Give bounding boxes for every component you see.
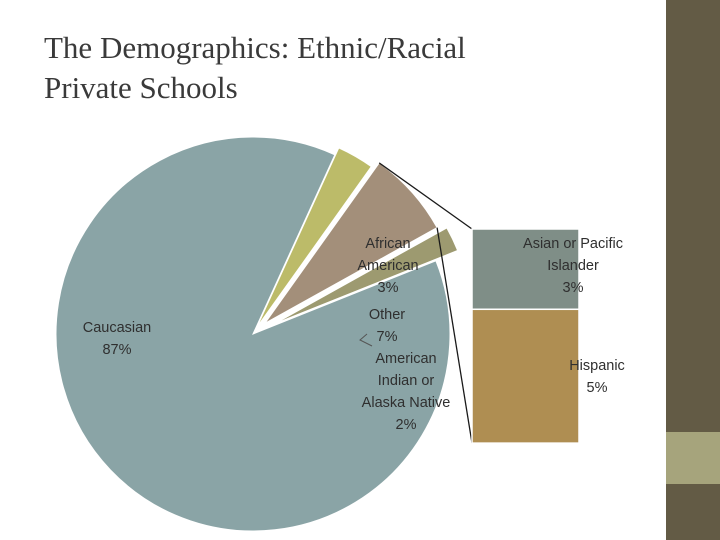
label-asian-or-pacific-line-2: Islander [547, 258, 599, 274]
slide-title-line-2: Private Schools [44, 70, 238, 105]
label-african-line-2: American [357, 258, 418, 274]
slide-title: The Demographics: Ethnic/Racial Private … [44, 28, 644, 108]
decorative-band-top [666, 0, 720, 432]
bar-segment-asian-or-pacific [471, 228, 580, 311]
connector-line-bottom [436, 227, 473, 444]
label-american-line-1: American [375, 351, 436, 367]
label-african-line-3: 3% [378, 280, 399, 296]
connector-line-top [378, 162, 473, 230]
label-hispanic-line-1: Hispanic [569, 358, 625, 374]
label-american-line-3: Alaska Native [362, 395, 451, 411]
label-caucasian-line-2: 87% [102, 342, 131, 358]
label-leader-line-other [359, 333, 373, 347]
decorative-band-bottom [666, 484, 720, 540]
pie-slice-american [274, 227, 459, 325]
decorative-band-accent [666, 432, 720, 484]
pie-slice-african [256, 147, 372, 328]
label-caucasian-line-1: Caucasian [83, 320, 152, 336]
label-african-line-1: African [365, 236, 410, 252]
pie-slice-caucasian [55, 136, 451, 532]
slide-title-line-1: The Demographics: Ethnic/Racial [44, 30, 466, 65]
bar-of-pie-chart: Caucasian 87% African American 3% Other 7% Amer… [55, 136, 625, 532]
label-other-line-1: Other [369, 307, 405, 323]
label-other-line-2: 7% [377, 329, 398, 345]
label-asian-or-pacific-line-3: 3% [563, 280, 584, 296]
label-hispanic-line-2: 5% [587, 380, 608, 396]
label-asian-or-pacific-line-1: Asian or Pacific [523, 236, 623, 252]
bar-segment-hispanic [471, 308, 580, 444]
label-american-line-4: 2% [396, 417, 417, 433]
label-american-line-2: Indian or [378, 373, 435, 389]
